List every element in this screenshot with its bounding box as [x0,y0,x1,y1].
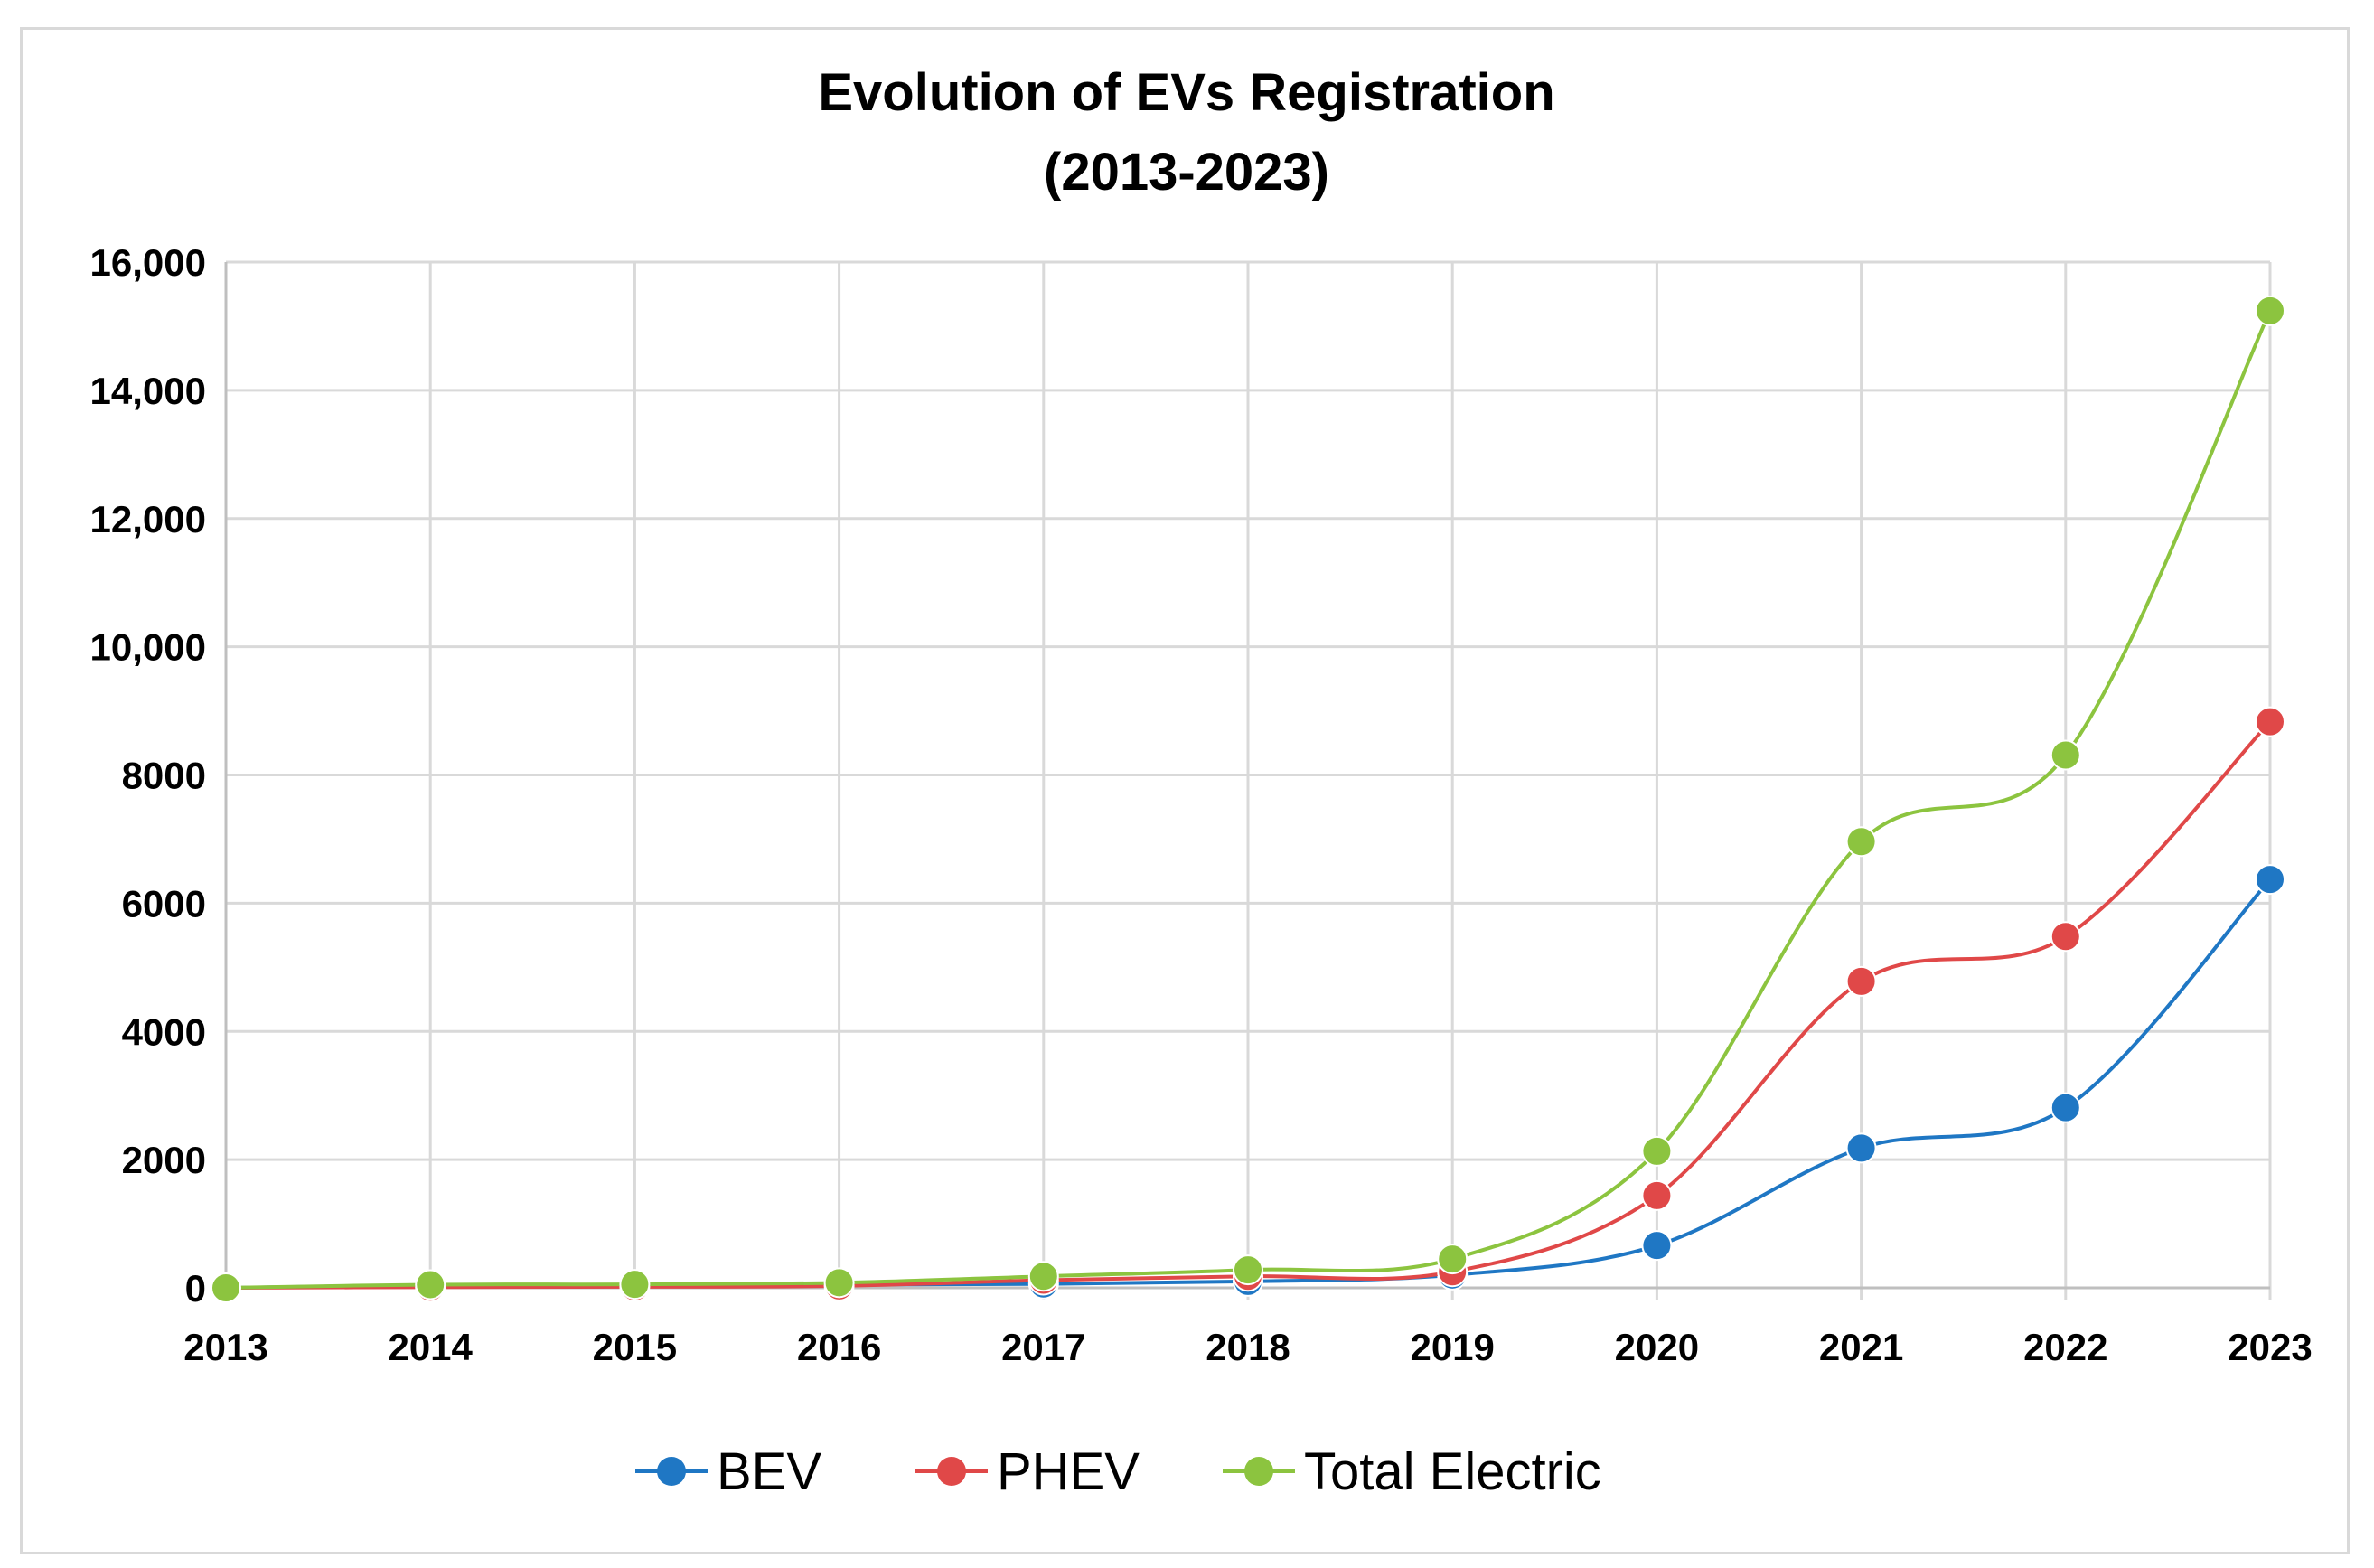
x-tick-label: 2016 [797,1326,881,1368]
y-tick-label: 12,000 [90,498,206,540]
legend-marker-total-electric [1244,1457,1273,1486]
legend-label-phev: PHEV [997,1442,1140,1501]
series-total-electric [211,295,2285,1303]
series-group [211,295,2285,1303]
legend-marker-phev [937,1457,966,1486]
data-point-bev [2255,864,2285,896]
data-point-total-electric [1437,1244,1469,1275]
x-tick-label: 2013 [183,1326,267,1368]
data-point-total-electric [211,1272,241,1303]
data-point-phev [2255,706,2285,737]
y-tick-label: 14,000 [90,370,206,412]
chart-frame [20,27,2350,1554]
y-tick-label: 2000 [122,1139,206,1181]
data-point-total-electric [1641,1135,1673,1167]
x-tick-label: 2023 [2228,1326,2312,1368]
y-tick-label: 0 [185,1267,206,1310]
x-tick-label: 2021 [1819,1326,1903,1368]
data-point-total-electric [1233,1254,1263,1286]
chart-subtitle: (2013-2023) [1044,143,1329,202]
x-tick-label: 2017 [1001,1326,1085,1368]
data-point-phev [2050,921,2081,953]
tick-labels: 0 2000 4000 6000 8000 10,000 12,000 14,000 16,00… [90,241,2313,1368]
y-tick-label: 6000 [122,882,206,925]
data-point-total-electric [2050,739,2081,771]
chart-title: Evolution of EVs Registration [818,63,1554,122]
data-point-bev [2050,1092,2081,1123]
legend-item-bev: BEV [635,1442,821,1501]
data-point-phev [1845,965,1877,997]
x-tick-label: 2014 [388,1326,473,1368]
y-tick-label: 10,000 [90,626,206,669]
x-tick-label: 2020 [1615,1326,1699,1368]
y-tick-label: 8000 [122,755,206,797]
data-point-total-electric [415,1269,446,1300]
series-line-phev [225,720,2272,1290]
data-point-total-electric [1027,1261,1059,1292]
x-tick-label: 2015 [593,1326,677,1368]
y-tick-label: 16,000 [90,241,206,284]
data-point-total-electric [823,1267,855,1299]
data-point-total-electric [2255,295,2285,326]
x-tick-label: 2019 [1410,1326,1494,1368]
legend: BEV PHEV Total Electric [635,1442,1601,1501]
legend-marker-bev [657,1457,686,1486]
legend-label-bev: BEV [717,1442,821,1501]
gridlines [226,260,2272,1300]
data-point-total-electric [619,1269,651,1300]
y-tick-label: 4000 [122,1010,206,1053]
data-point-total-electric [1845,826,1877,858]
series-line-total-electric [225,310,2272,1290]
legend-label-total-electric: Total Electric [1304,1442,1601,1501]
data-point-bev [1845,1132,1877,1164]
data-point-phev [1641,1179,1673,1211]
data-point-bev [1641,1230,1673,1262]
legend-item-total-electric: Total Electric [1223,1442,1601,1501]
legend-item-phev: PHEV [915,1442,1140,1501]
x-tick-label: 2018 [1206,1326,1290,1368]
x-tick-label: 2022 [2023,1326,2107,1368]
